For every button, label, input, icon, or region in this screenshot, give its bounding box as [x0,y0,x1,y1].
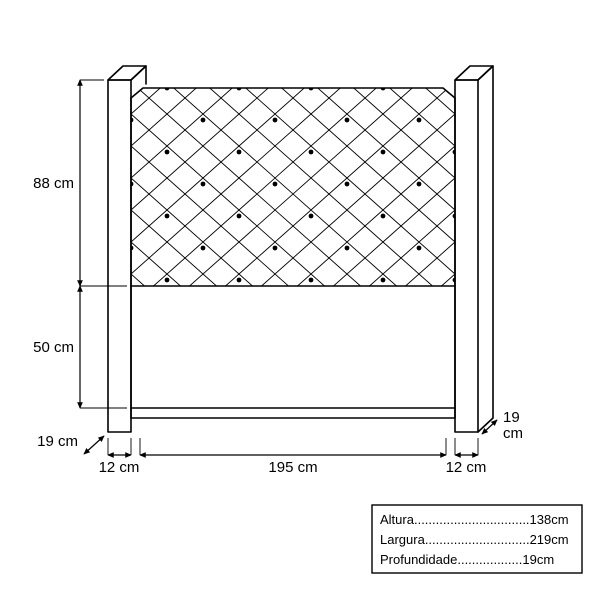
dim-post-left: 12 cm [99,459,140,476]
dim-lower-height: 50 cm [33,339,74,356]
legend-row-1: Altura................................13… [380,512,569,527]
tufted-pattern [0,0,600,526]
dim-depth-right-unit: cm [503,425,523,442]
dim-post-right: 12 cm [446,459,487,476]
dim-inner-width: 195 cm [268,459,317,476]
dim-upper-height: 88 cm [33,175,74,192]
dim-depth-left: 19 cm [37,433,78,450]
headboard-diagram: 88 cm 50 cm 195 cm 12 cm 12 cm 19 cm 19 … [0,0,600,600]
legend-row-2: Largura.............................219c… [380,532,569,547]
legend-row-3: Profundidade..................19cm [380,552,554,567]
dim-depth-right: 19 [503,409,520,426]
